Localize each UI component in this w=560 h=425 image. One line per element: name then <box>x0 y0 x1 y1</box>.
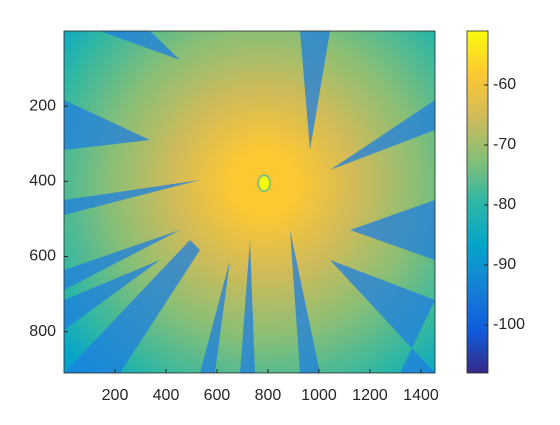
y-tick-label: 600 <box>29 248 56 265</box>
y-tick-label: 400 <box>29 173 56 190</box>
x-tick-label: 1200 <box>352 387 388 404</box>
colorbar-tick-label: -70 <box>493 136 516 153</box>
shadow-rays <box>64 31 435 373</box>
x-tick-label: 200 <box>102 387 129 404</box>
colorbar-tick-label: -80 <box>493 196 516 213</box>
x-tick-label: 1000 <box>301 387 337 404</box>
source-marker <box>257 174 272 193</box>
colorbar-tick-label: -90 <box>493 256 516 273</box>
plot-frame <box>63 30 436 374</box>
x-tick-label: 400 <box>153 387 180 404</box>
x-tick-label: 800 <box>255 387 282 404</box>
x-tick-label: 1400 <box>403 387 439 404</box>
x-tick-label: 600 <box>204 387 231 404</box>
colorbar-tick-label: -100 <box>493 316 525 333</box>
colorbar <box>466 30 489 374</box>
y-tick-label: 200 <box>29 97 56 114</box>
colorbar-tick-label: -60 <box>493 76 516 93</box>
y-tick-label: 800 <box>29 323 56 340</box>
